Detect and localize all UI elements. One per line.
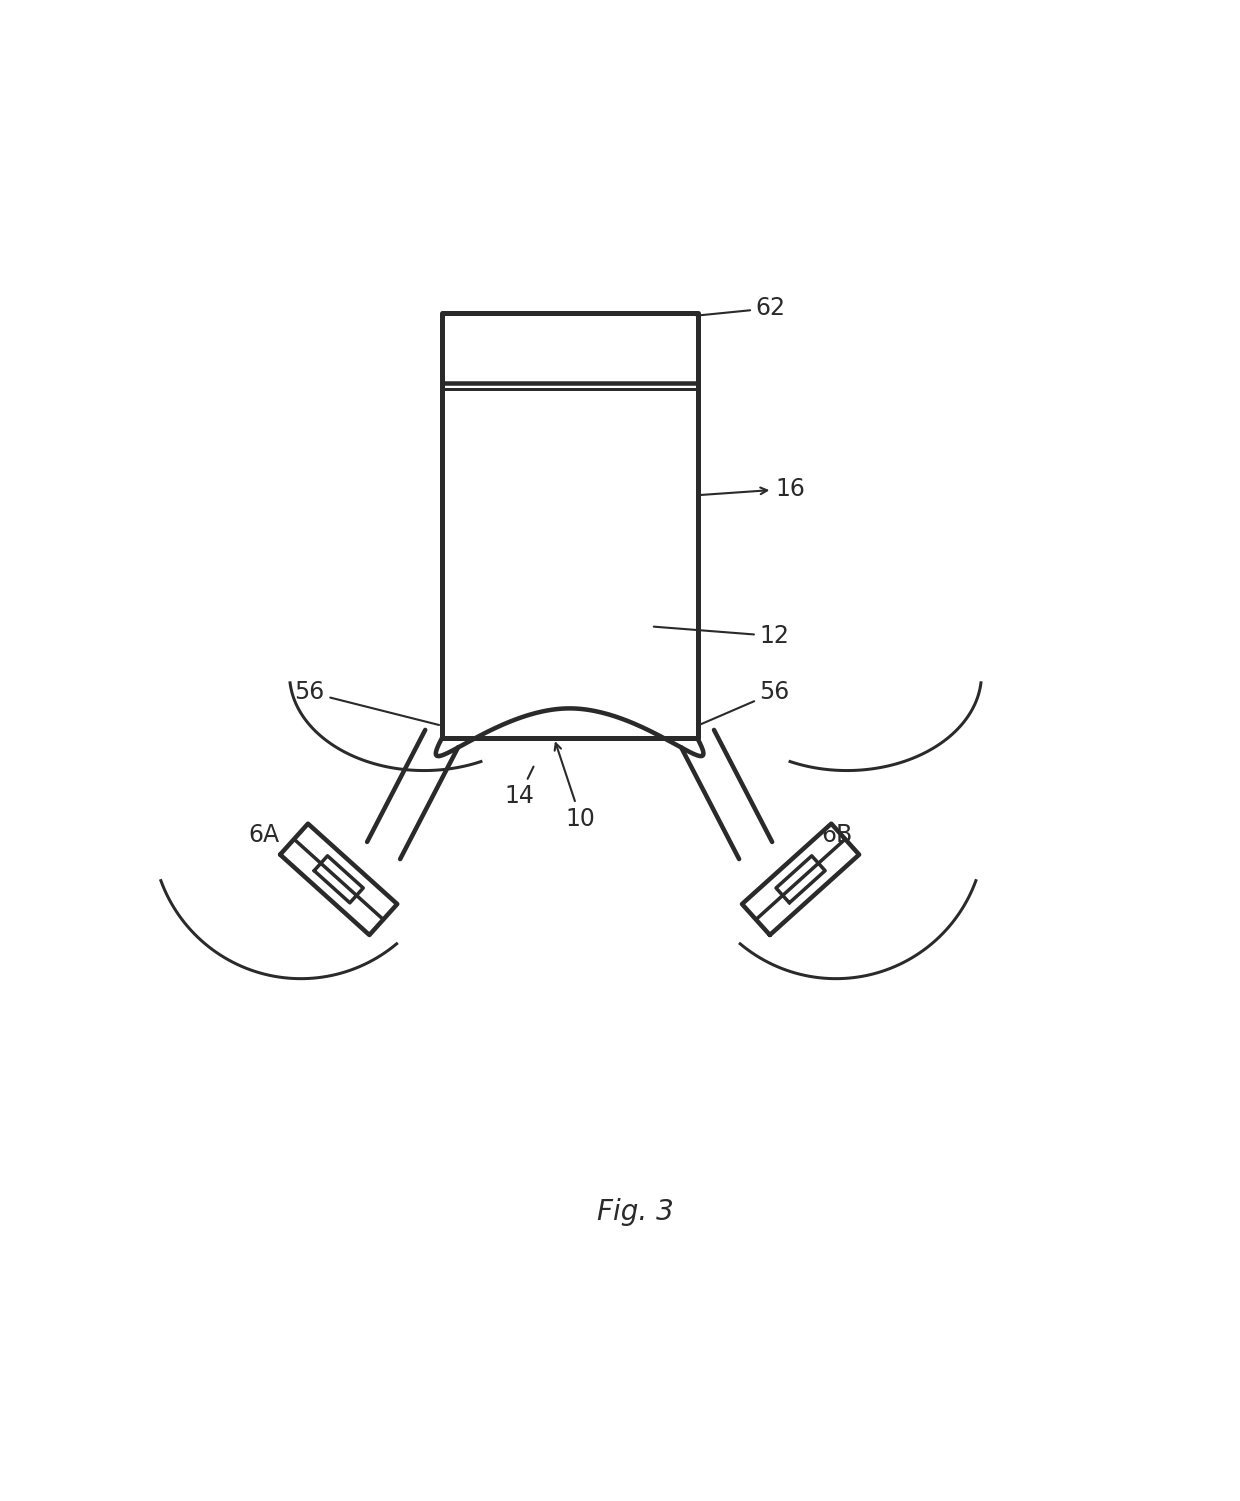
Text: 16: 16 xyxy=(701,477,805,501)
Text: 10: 10 xyxy=(554,743,595,830)
Text: 12: 12 xyxy=(653,624,790,648)
Text: Fig. 3: Fig. 3 xyxy=(598,1198,673,1226)
Text: 56: 56 xyxy=(295,680,439,725)
Text: 56: 56 xyxy=(701,680,790,725)
Text: 62: 62 xyxy=(697,296,786,320)
Text: 6B: 6B xyxy=(821,823,853,847)
Text: 14: 14 xyxy=(505,767,534,808)
Text: 6A: 6A xyxy=(248,823,279,847)
